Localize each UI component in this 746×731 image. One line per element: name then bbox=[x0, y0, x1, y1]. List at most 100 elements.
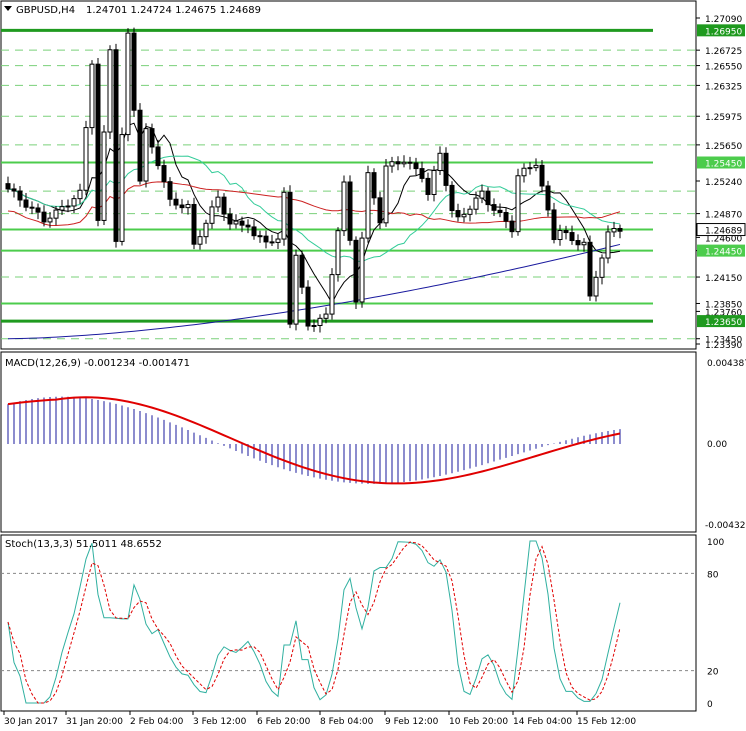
price-level-label-box bbox=[697, 315, 745, 328]
candle-body bbox=[395, 161, 401, 165]
stoch-signal-line bbox=[7, 541, 621, 704]
candle-body bbox=[353, 239, 359, 303]
candle-body bbox=[563, 230, 569, 234]
candle-body bbox=[515, 175, 521, 233]
price-tick-label: 1.24600 bbox=[705, 234, 742, 244]
candle-body bbox=[527, 167, 533, 170]
time-tick-label: 6 Feb 20:00 bbox=[257, 717, 311, 727]
price-tick-label: 1.25975 bbox=[705, 113, 742, 123]
price-tick-label: 1.25240 bbox=[705, 178, 742, 188]
time-tick-label: 14 Feb 04:00 bbox=[513, 717, 572, 727]
candle-body bbox=[53, 209, 59, 219]
candle-body bbox=[365, 172, 371, 239]
horizontal-levels[interactable] bbox=[1, 28, 653, 323]
candle-body bbox=[377, 197, 383, 224]
candle-body bbox=[593, 276, 599, 297]
stoch-pane[interactable] bbox=[0, 534, 697, 712]
price-level-label: 1.23650 bbox=[705, 318, 742, 328]
candle-body bbox=[509, 220, 515, 233]
candle-body bbox=[497, 209, 503, 214]
macd-pane[interactable] bbox=[0, 351, 697, 533]
candle-body bbox=[173, 198, 179, 206]
macd-bottom-label: -0.004329 bbox=[705, 521, 746, 531]
candle-body bbox=[461, 213, 467, 218]
price-tick-label: 1.23450 bbox=[705, 336, 742, 346]
candle-body bbox=[383, 165, 389, 224]
time-tick-label: 31 Jan 20:00 bbox=[66, 717, 123, 727]
candle-body bbox=[317, 317, 323, 327]
stoch-tick-label: 80 bbox=[707, 570, 719, 580]
candle-body bbox=[89, 63, 95, 129]
candle-body bbox=[389, 161, 395, 167]
candle-body bbox=[503, 212, 509, 222]
candle-body bbox=[131, 32, 137, 111]
candle-body bbox=[611, 227, 617, 233]
candle-body bbox=[359, 237, 365, 303]
price-level-label-box bbox=[697, 244, 745, 257]
candle-body bbox=[101, 131, 107, 221]
candle-body bbox=[35, 207, 41, 213]
price-tick-label: 1.26725 bbox=[705, 47, 742, 57]
candle-body bbox=[407, 161, 413, 164]
candle-body bbox=[251, 226, 257, 237]
candle-body bbox=[539, 164, 545, 187]
candle-body bbox=[191, 203, 197, 245]
price-level-label: 1.25450 bbox=[705, 159, 742, 169]
candle-body bbox=[275, 238, 281, 243]
price-tick-label: 1.24150 bbox=[705, 274, 742, 284]
candle-body bbox=[227, 213, 233, 225]
symbol-dropdown-icon[interactable] bbox=[4, 6, 12, 11]
candle-body bbox=[167, 181, 173, 200]
price-tick-label: 1.26550 bbox=[705, 63, 742, 73]
candle-body bbox=[113, 49, 119, 242]
price-level-label: 1.26950 bbox=[705, 27, 742, 37]
candle-body bbox=[485, 190, 491, 206]
candle-body bbox=[215, 196, 221, 208]
macd-signal-line bbox=[7, 396, 621, 485]
ma-slow-blue-line bbox=[7, 243, 621, 340]
candle-body bbox=[161, 165, 167, 183]
candle-body bbox=[491, 204, 497, 211]
candle-body bbox=[263, 235, 269, 243]
price-level-label: 1.24450 bbox=[705, 248, 742, 258]
time-axis: 30 Jan 2017 31 Jan 20:00 2 Feb 04:00 3 Feb … bbox=[3, 711, 636, 727]
candle-body bbox=[599, 257, 605, 278]
candle-body bbox=[299, 254, 305, 288]
candle-body bbox=[155, 146, 161, 167]
candle-body bbox=[125, 32, 131, 136]
candle-body bbox=[311, 325, 317, 328]
candle-body bbox=[41, 211, 47, 223]
stoch-main-line bbox=[7, 540, 621, 704]
candle-body bbox=[533, 164, 539, 169]
time-tick-label: 30 Jan 2017 bbox=[4, 717, 58, 727]
candle-body bbox=[443, 152, 449, 186]
candle-body bbox=[305, 286, 311, 327]
price-tick-label: 1.23850 bbox=[705, 300, 742, 310]
price-tick-label: 1.27090 bbox=[705, 15, 742, 25]
candle-body bbox=[437, 152, 443, 172]
time-tick-label: 15 Feb 12:00 bbox=[577, 717, 636, 727]
price-tick-label: 1.23760 bbox=[705, 308, 742, 318]
ohlc-readout: 1.24701 1.24724 1.24675 1.24689 bbox=[86, 5, 261, 16]
candle-body bbox=[179, 204, 185, 209]
price-level-label-box bbox=[697, 156, 745, 169]
candle-body bbox=[521, 167, 527, 177]
candle-body bbox=[119, 134, 125, 242]
macd-top-label: 0.004387 bbox=[707, 359, 746, 369]
candlesticks bbox=[5, 27, 623, 333]
candle-body bbox=[419, 168, 425, 179]
price-level-label-box bbox=[696, 223, 746, 237]
candle-body bbox=[329, 274, 335, 315]
candle-body bbox=[107, 49, 113, 133]
candle-body bbox=[17, 190, 23, 201]
candle-body bbox=[569, 232, 575, 242]
price-tick-label: 1.25650 bbox=[705, 142, 742, 152]
price-axis: 1.27090 1.26725 1.26550 1.26325 1.25975 1.256… bbox=[696, 15, 746, 351]
candle-body bbox=[449, 184, 455, 212]
stochastic-indicator: 100 80 20 0 bbox=[1, 538, 724, 710]
candle-body bbox=[341, 181, 347, 232]
price-tick-label: 1.23390 bbox=[705, 341, 742, 351]
time-tick-label: 2 Feb 04:00 bbox=[130, 717, 184, 727]
candle-body bbox=[335, 230, 341, 276]
candle-body bbox=[239, 220, 245, 226]
